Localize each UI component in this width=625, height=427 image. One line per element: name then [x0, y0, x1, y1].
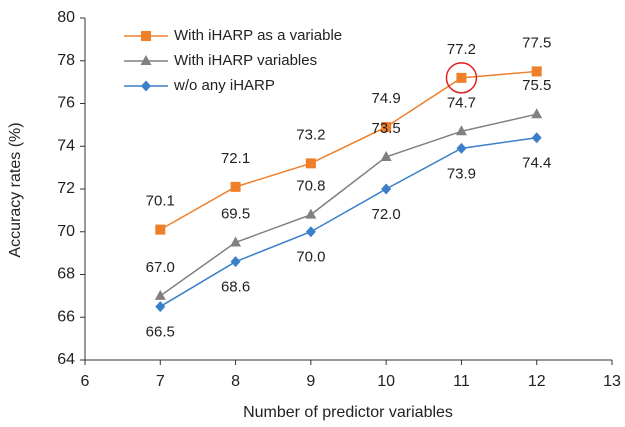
marker [455, 125, 467, 136]
marker [140, 55, 152, 65]
y-tick-label: 74 [57, 137, 75, 154]
y-tick-label: 72 [57, 180, 75, 197]
data-label: 77.2 [447, 41, 476, 58]
marker [154, 289, 166, 300]
marker [305, 158, 316, 169]
data-label: 68.6 [221, 279, 250, 296]
data-label: 73.9 [447, 165, 476, 182]
legend-label: With iHARP variables [174, 52, 317, 69]
y-tick-label: 70 [57, 223, 75, 240]
marker [380, 150, 392, 161]
x-tick-label: 9 [306, 373, 315, 390]
marker [230, 256, 241, 268]
y-axis-title: Accuracy rates (%) [7, 122, 24, 257]
data-label: 70.1 [146, 193, 175, 210]
x-tick-label: 7 [156, 373, 165, 390]
data-label: 74.9 [372, 90, 401, 107]
marker [305, 208, 317, 219]
marker [381, 183, 392, 195]
x-tick-label: 10 [377, 373, 395, 390]
data-label: 73.5 [372, 120, 401, 137]
data-label: 69.5 [221, 205, 250, 222]
marker [155, 224, 166, 235]
marker [230, 181, 241, 192]
marker [155, 301, 166, 313]
legend-label: w/o any iHARP [173, 77, 275, 94]
marker [305, 226, 316, 238]
series-line [159, 113, 537, 297]
data-label: 66.5 [146, 324, 175, 341]
series-line [159, 70, 537, 231]
series-line [159, 136, 537, 308]
data-label: 67.0 [146, 259, 175, 276]
marker [456, 72, 467, 83]
data-label: 74.4 [522, 155, 551, 172]
marker [531, 132, 542, 144]
marker [381, 122, 392, 133]
data-label: 70.0 [296, 249, 325, 266]
x-tick-label: 12 [528, 373, 546, 390]
data-label: 74.7 [447, 94, 476, 111]
marker [141, 31, 151, 41]
x-tick-label: 11 [453, 373, 470, 390]
data-label: 73.2 [296, 126, 325, 143]
data-label: 72.1 [221, 150, 250, 167]
y-tick-label: 78 [57, 52, 75, 69]
data-label: 70.8 [296, 178, 325, 195]
legend-label: With iHARP as a variable [174, 27, 342, 44]
x-tick-label: 8 [231, 373, 240, 390]
x-axis-title: Number of predictor variables [243, 404, 453, 421]
y-tick-label: 68 [57, 266, 75, 283]
data-label: 77.5 [522, 34, 551, 51]
marker [531, 66, 542, 77]
data-label: 75.5 [522, 77, 551, 94]
y-tick-label: 64 [57, 351, 75, 368]
data-label: 72.0 [372, 206, 401, 223]
highlight-circle [445, 62, 478, 94]
marker [531, 108, 543, 119]
y-tick-label: 66 [57, 308, 75, 325]
marker [141, 80, 151, 92]
x-tick-label: 6 [81, 373, 90, 390]
marker [230, 236, 242, 247]
y-tick-label: 80 [57, 9, 75, 26]
marker [456, 142, 467, 154]
x-tick-label: 13 [603, 373, 621, 390]
y-tick-label: 76 [57, 95, 75, 112]
